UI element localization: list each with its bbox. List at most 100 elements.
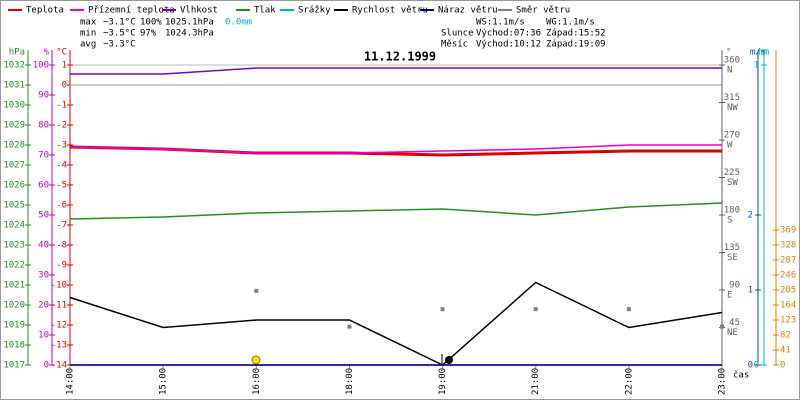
moon-text: Měsíc bbox=[441, 40, 468, 50]
y-tick-label: 1021 bbox=[3, 281, 25, 291]
compass-label: NE bbox=[727, 328, 738, 338]
compass-label: E bbox=[727, 291, 732, 301]
y-tick-label: -8 bbox=[56, 241, 67, 251]
series-line bbox=[70, 67, 722, 75]
direction-marker bbox=[254, 288, 259, 293]
y-tick-label: -10 bbox=[51, 281, 67, 291]
stat-text: −3.1°C bbox=[103, 18, 136, 28]
y-tick-label: 90 bbox=[38, 91, 49, 101]
legend-label: Náraz větru bbox=[438, 6, 498, 16]
chart-title: 11.12.1999 bbox=[364, 50, 436, 64]
y-tick-label: 1026 bbox=[3, 181, 25, 191]
direction-marker bbox=[720, 324, 724, 329]
y-tick-label: -1 bbox=[56, 101, 67, 111]
y-tick-label: 10 bbox=[38, 331, 49, 341]
legend-label: Směr větru bbox=[516, 6, 570, 16]
y-tick-label: 0 bbox=[44, 361, 49, 371]
stat-text: −3.3°C bbox=[103, 40, 136, 50]
y-tick-label: 41 bbox=[780, 346, 791, 356]
y-tick-label: 1 bbox=[62, 61, 67, 71]
direction-marker bbox=[626, 307, 631, 312]
y-tick-label: 80 bbox=[38, 121, 49, 131]
legend-label: Rychlost větru bbox=[352, 6, 428, 16]
x-tick-label: 21:00 bbox=[531, 368, 541, 395]
y-tick-label: 0 bbox=[62, 81, 67, 91]
direction-marker bbox=[533, 307, 538, 312]
y-tick-label: 205 bbox=[780, 286, 796, 296]
y-tick-label: 100 bbox=[33, 61, 49, 71]
y-tick-label: 164 bbox=[780, 301, 796, 311]
compass-label: NW bbox=[727, 103, 738, 113]
compass-label: SW bbox=[727, 178, 738, 188]
y-tick-label: 1017 bbox=[3, 361, 25, 371]
legend-label: Tlak bbox=[254, 6, 276, 16]
y-tick-label: -2 bbox=[56, 121, 67, 131]
y-tick-label: 0 bbox=[754, 361, 759, 371]
y-tick-label: -9 bbox=[56, 261, 67, 271]
sun-text: Západ:15:52 bbox=[546, 29, 606, 39]
y-tick-label: 30 bbox=[38, 271, 49, 281]
sun-text: Slunce bbox=[441, 29, 474, 39]
y-tick-label: -3 bbox=[56, 141, 67, 151]
stat-text: min bbox=[80, 29, 96, 39]
y-tick-label: 246 bbox=[780, 271, 796, 281]
stat-text: 0.0mm bbox=[225, 18, 252, 28]
x-tick-label: 22:00 bbox=[624, 368, 634, 395]
plot-area bbox=[69, 64, 723, 366]
axis-unit: °C bbox=[56, 48, 67, 58]
x-tick-label: 15:00 bbox=[159, 368, 169, 395]
y-tick-label: 287 bbox=[780, 256, 796, 266]
y-tick-label: 328 bbox=[780, 241, 796, 251]
y-tick-label: 315 bbox=[724, 93, 740, 103]
axis-unit: hPa bbox=[9, 48, 25, 58]
legend-label: Vlhkost bbox=[180, 6, 218, 16]
y-tick-label: 20 bbox=[38, 301, 49, 311]
axis-unit: m/s bbox=[750, 48, 766, 58]
y-tick-label: 40 bbox=[38, 241, 49, 251]
y-tick-label: -11 bbox=[51, 301, 67, 311]
x-tick-label: 18:00 bbox=[345, 368, 355, 395]
y-tick-label: 1027 bbox=[3, 161, 25, 171]
y-tick-label: 1025 bbox=[3, 201, 25, 211]
y-tick-label: 1032 bbox=[3, 61, 25, 71]
y-tick-label: -12 bbox=[51, 321, 67, 331]
y-tick-label: 82 bbox=[780, 331, 791, 341]
sun-marker bbox=[251, 355, 261, 365]
compass-label: S bbox=[727, 216, 732, 226]
y-tick-label: 225 bbox=[724, 168, 740, 178]
x-tick-label: 14:00 bbox=[66, 368, 76, 395]
moon-text: Východ:10:12 bbox=[476, 40, 541, 50]
y-tick-label: 1020 bbox=[3, 301, 25, 311]
y-tick-label: 123 bbox=[780, 316, 796, 326]
series-line bbox=[69, 281, 723, 366]
y-tick-label: 1029 bbox=[3, 121, 25, 131]
x-tick-label: 16:00 bbox=[252, 368, 262, 395]
stat-text: 1024.3hPa bbox=[165, 29, 214, 39]
axis-unit: ° bbox=[726, 48, 731, 58]
y-tick-label: -14 bbox=[51, 361, 67, 371]
y-tick-label: -6 bbox=[56, 201, 67, 211]
y-tick-label: 1 bbox=[754, 61, 759, 71]
y-tick-label: 1023 bbox=[3, 241, 25, 251]
y-tick-label: 90 bbox=[729, 281, 740, 291]
y-tick-label: 1019 bbox=[3, 321, 25, 331]
y-tick-label: 1 bbox=[748, 286, 753, 296]
y-tick-label: 1022 bbox=[3, 261, 25, 271]
y-tick-label: 1028 bbox=[3, 141, 25, 151]
y-tick-label: 180 bbox=[724, 206, 740, 216]
legend-label: Srážky bbox=[298, 6, 331, 16]
y-tick-label: -5 bbox=[56, 181, 67, 191]
y-tick-label: 2 bbox=[748, 211, 753, 221]
axis-unit: % bbox=[44, 48, 50, 58]
stat-text: avg bbox=[80, 40, 96, 50]
y-tick-label: 1030 bbox=[3, 101, 25, 111]
y-tick-label: 1018 bbox=[3, 341, 25, 351]
legend-label: Teplota bbox=[26, 6, 64, 16]
y-tick-label: -4 bbox=[56, 161, 67, 171]
y-tick-label: 50 bbox=[38, 211, 49, 221]
y-tick-label: 0 bbox=[748, 361, 753, 371]
moon-text: Západ:19:09 bbox=[546, 40, 606, 50]
stat-text: max bbox=[80, 18, 97, 28]
y-tick-label: 0 bbox=[780, 361, 785, 371]
